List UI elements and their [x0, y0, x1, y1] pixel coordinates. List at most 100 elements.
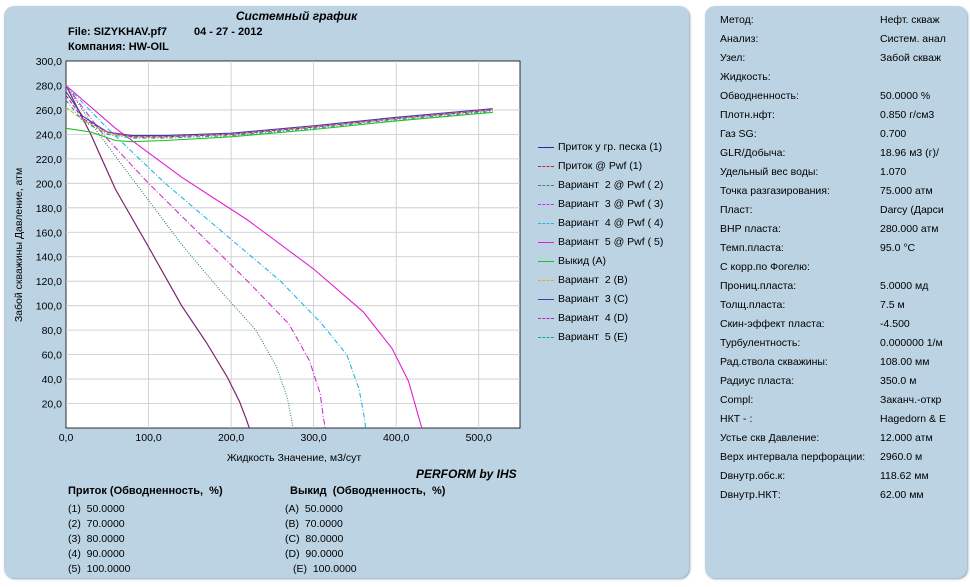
property-key: Турбулентность:	[720, 337, 801, 349]
perform-label: PERFORM by IHS	[416, 467, 517, 481]
y-tick-label: 40,0	[42, 374, 63, 386]
property-key: Жидкость:	[720, 71, 771, 83]
property-key: Рад.ствола скважины:	[720, 356, 828, 368]
properties-panel: Метод: Нефт. скваж Анализ: Систем. анал Узел…	[705, 6, 967, 578]
legend-swatch	[538, 242, 554, 243]
property-key: Толщ.пласта:	[720, 299, 786, 311]
y-tick-label: 260,0	[36, 105, 62, 117]
property-key: Скин-эффект пласта:	[720, 318, 825, 330]
property-value: 5.0000 мд	[880, 280, 929, 292]
y-tick-label: 200,0	[36, 178, 62, 190]
series-line-7	[65, 111, 493, 143]
property-key: Устье скв Давление:	[720, 432, 820, 444]
legend-item: Вариант 5 (E)	[529, 330, 689, 346]
legend-label: Вариант 3 (C)	[558, 293, 629, 305]
legend-item: Вариант 2 (B)	[529, 273, 689, 289]
property-row: Жидкость:	[705, 68, 967, 87]
chart-panel: Системный график File: SIZYKHAV.pf7 04 -…	[4, 6, 689, 578]
property-key: Пласт:	[720, 204, 753, 216]
property-key: ВНР пласта:	[720, 223, 781, 235]
outflow-header: Выкид (Обводненность, %)	[290, 485, 446, 497]
outflow-row: (C) 80.0000	[285, 533, 344, 545]
system-chart: 0,0 100,0 200,0 300,0 400,0 500,0 20,0 40,0 60,0…	[13, 56, 521, 464]
property-row: Dвнутр.НКТ: 62.00 мм	[705, 486, 967, 505]
series-line-6	[65, 85, 423, 429]
series-line-4	[65, 85, 326, 429]
x-tick-label: 500,0	[466, 432, 492, 444]
legend-label: Приток @ Pwf (1)	[558, 160, 643, 172]
y-tick-label: 280,0	[36, 80, 62, 92]
file-label: File: SIZYKHAV.pf7	[68, 26, 168, 38]
inflow-row: (2) 70.0000	[68, 518, 125, 530]
property-key: Прониц.пласта:	[720, 280, 797, 292]
y-tick-label: 160,0	[36, 227, 62, 239]
legend-swatch	[538, 261, 554, 262]
series-group	[65, 85, 493, 429]
property-row: Compl: Заканч.-откр	[705, 391, 967, 410]
y-tick-label: 240,0	[36, 129, 62, 141]
property-row: Темп.пласта: 95.0 °C	[705, 239, 967, 258]
property-key: Узел:	[720, 52, 746, 64]
property-value: 18.96 м3 (г)/	[880, 147, 939, 159]
property-row: Удельный вес воды: 1.070	[705, 163, 967, 182]
series-line-9	[65, 91, 493, 137]
legend-label: Вариант 3 @ Pwf ( 3)	[558, 198, 664, 210]
y-tick-label: 140,0	[36, 252, 62, 264]
property-value: 75.000 атм	[880, 185, 933, 197]
property-value: 62.00 мм	[880, 489, 924, 501]
property-value: 7.5 м	[880, 299, 905, 311]
legend-swatch	[538, 223, 554, 224]
property-value: Систем. анал	[880, 33, 946, 45]
property-value: 0.850 г/см3	[880, 109, 935, 121]
inflow-header: Приток (Обводненность, %)	[68, 485, 223, 497]
property-row: GLR/Добыча: 18.96 м3 (г)/	[705, 144, 967, 163]
property-row: Скин-эффект пласта: -4.500	[705, 315, 967, 334]
series-line-2	[65, 85, 250, 429]
series-line-11	[65, 99, 493, 139]
property-key: Обводненность:	[720, 90, 799, 102]
property-row: Узел: Забой скваж	[705, 49, 967, 68]
property-value: 280.000 атм	[880, 223, 939, 235]
chart-title: Системный график	[235, 9, 358, 23]
legend-label: Вариант 2 @ Pwf ( 2)	[558, 179, 664, 191]
legend-item: Вариант 4 @ Pwf ( 4)	[529, 216, 689, 232]
legend-swatch	[538, 147, 554, 148]
y-tick-label: 120,0	[36, 276, 62, 288]
property-value: Hagedorn & E	[880, 413, 946, 425]
legend-swatch	[538, 204, 554, 205]
property-row: НКТ - : Hagedorn & E	[705, 410, 967, 429]
series-line-5	[65, 85, 367, 429]
legend-label: Вариант 4 @ Pwf ( 4)	[558, 217, 664, 229]
property-value: Darcy (Дарси	[880, 204, 944, 216]
ticks: 0,0 100,0 200,0 300,0 400,0 500,0 20,0 40,0 60,0…	[36, 56, 492, 444]
property-row: Устье скв Давление: 12.000 атм	[705, 429, 967, 448]
property-key: Метод:	[720, 14, 754, 26]
company-label: Компания: HW-OIL	[68, 41, 169, 53]
y-tick-label: 220,0	[36, 154, 62, 166]
property-value: 1.070	[880, 166, 907, 178]
property-row: Метод: Нефт. скваж	[705, 11, 967, 30]
property-row: Газ SG: 0.700	[705, 125, 967, 144]
property-key: Compl:	[720, 394, 754, 406]
property-row: Плотн.нфт: 0.850 г/см3	[705, 106, 967, 125]
legend-swatch	[538, 185, 554, 186]
legend-item: Вариант 4 (D)	[529, 311, 689, 327]
property-row: ВНР пласта: 280.000 атм	[705, 220, 967, 239]
property-row: Обводненность: 50.0000 %	[705, 87, 967, 106]
property-value: 2960.0 м	[880, 451, 923, 463]
y-tick-label: 60,0	[42, 350, 63, 362]
grid	[66, 61, 520, 428]
property-value: 0.700	[880, 128, 907, 140]
property-value: 95.0 °C	[880, 242, 916, 254]
property-key: Dвнутр.обс.к:	[720, 470, 786, 482]
property-key: Плотн.нфт:	[720, 109, 775, 121]
inflow-row: (5) 100.0000	[68, 563, 131, 575]
legend-swatch	[538, 299, 554, 300]
outflow-row: (B) 70.0000	[285, 518, 343, 530]
property-row: Dвнутр.обс.к: 118.62 мм	[705, 467, 967, 486]
property-key: GLR/Добыча:	[720, 147, 786, 159]
inflow-row: (4) 90.0000	[68, 548, 125, 560]
property-key: С корр.по Фогелю:	[720, 261, 810, 273]
x-tick-label: 100,0	[135, 432, 161, 444]
property-key: Dвнутр.НКТ:	[720, 489, 781, 501]
